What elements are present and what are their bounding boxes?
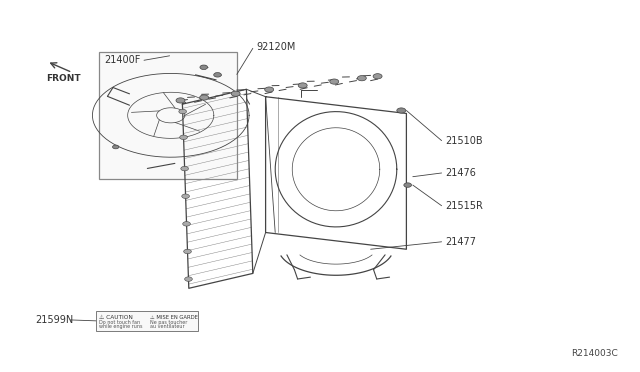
Text: ⚠ CAUTION: ⚠ CAUTION [99, 315, 132, 320]
Text: 21599N: 21599N [35, 315, 74, 325]
Text: 21515R: 21515R [445, 202, 483, 211]
Text: ⚠ MISE EN GARDE: ⚠ MISE EN GARDE [150, 315, 198, 320]
Circle shape [180, 166, 189, 171]
Text: 21400F: 21400F [104, 55, 141, 65]
Circle shape [373, 74, 382, 79]
Circle shape [182, 194, 189, 199]
Circle shape [214, 73, 221, 77]
Circle shape [298, 83, 307, 88]
Bar [96, 311, 198, 331]
Text: au ventilateur: au ventilateur [150, 324, 184, 329]
Circle shape [176, 98, 185, 103]
Bar [99, 52, 237, 179]
Circle shape [180, 135, 188, 140]
Circle shape [357, 76, 366, 81]
Text: Do not touch fan: Do not touch fan [99, 320, 140, 325]
Text: Ne pas toucher: Ne pas toucher [150, 320, 187, 325]
Text: 21477: 21477 [445, 237, 476, 247]
Text: 21476: 21476 [445, 168, 476, 178]
Circle shape [330, 79, 339, 84]
Text: 92120M: 92120M [256, 42, 296, 51]
Text: FRONT: FRONT [46, 74, 81, 83]
Circle shape [200, 65, 207, 70]
Circle shape [183, 222, 191, 226]
Circle shape [184, 249, 191, 254]
Text: R214003C: R214003C [571, 349, 618, 358]
Circle shape [179, 109, 186, 114]
Circle shape [113, 145, 119, 149]
Text: 21510B: 21510B [445, 137, 483, 146]
Circle shape [265, 87, 274, 92]
Circle shape [404, 183, 412, 187]
Circle shape [397, 108, 406, 113]
Circle shape [231, 91, 240, 96]
Circle shape [184, 277, 192, 281]
Circle shape [200, 95, 209, 100]
Text: while engine runs: while engine runs [99, 324, 142, 329]
